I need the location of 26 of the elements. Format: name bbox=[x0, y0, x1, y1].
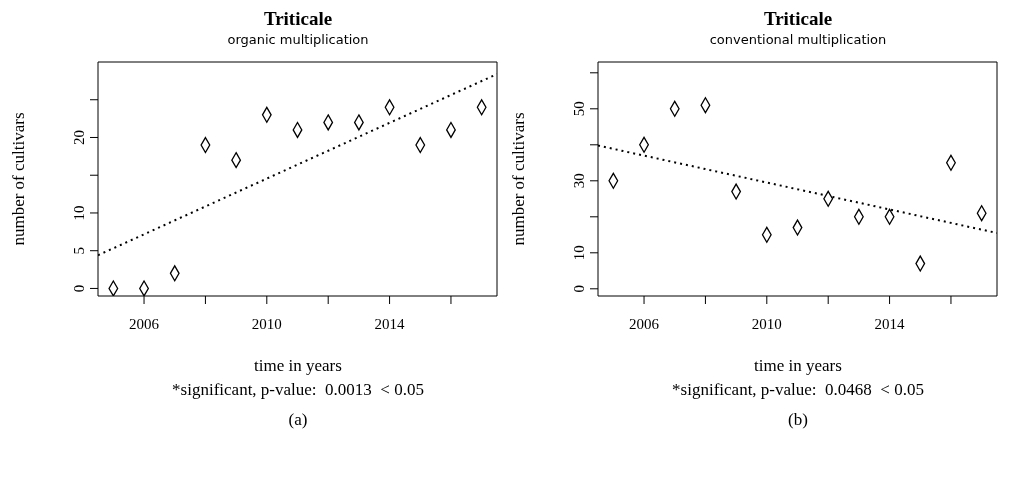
x-tick-label: 2006 bbox=[629, 315, 660, 332]
y-tick-label: 20 bbox=[71, 129, 87, 145]
x-tick-label: 2006 bbox=[129, 315, 160, 332]
chart-subtitle: organic multiplication bbox=[226, 32, 370, 47]
chart-title: Triticale bbox=[262, 8, 334, 30]
x-tick-label: 2010 bbox=[251, 315, 282, 332]
y-tick-label: 0 bbox=[571, 285, 587, 293]
chart-title: Triticale bbox=[762, 8, 834, 30]
x-axis-title: time in years bbox=[753, 356, 843, 376]
y-tick-label: 10 bbox=[571, 245, 587, 261]
chart-subtitle: conventional multiplication bbox=[708, 32, 888, 47]
y-tick-label: 50 bbox=[571, 101, 587, 117]
x-tick-label: 2010 bbox=[751, 315, 782, 332]
text: (b) bbox=[787, 410, 809, 430]
text: *significant, p-value: 0.0013 < 0.05 bbox=[171, 380, 425, 400]
text: (a) bbox=[287, 410, 309, 430]
y-tick-label: 5 bbox=[71, 246, 87, 255]
x-tick-label: 2014 bbox=[374, 315, 406, 332]
x-tick-label: 2014 bbox=[874, 315, 906, 332]
y-tick-label: 30 bbox=[571, 173, 587, 189]
y-tick-label: 0 bbox=[71, 284, 87, 293]
y-axis-title: number of cultivars bbox=[9, 112, 29, 246]
text: *significant, p-value: 0.0468 < 0.05 bbox=[671, 380, 925, 400]
y-tick-label: 10 bbox=[71, 205, 87, 221]
y-axis-title: number of cultivars bbox=[509, 112, 529, 246]
x-axis-title: time in years bbox=[253, 356, 343, 376]
